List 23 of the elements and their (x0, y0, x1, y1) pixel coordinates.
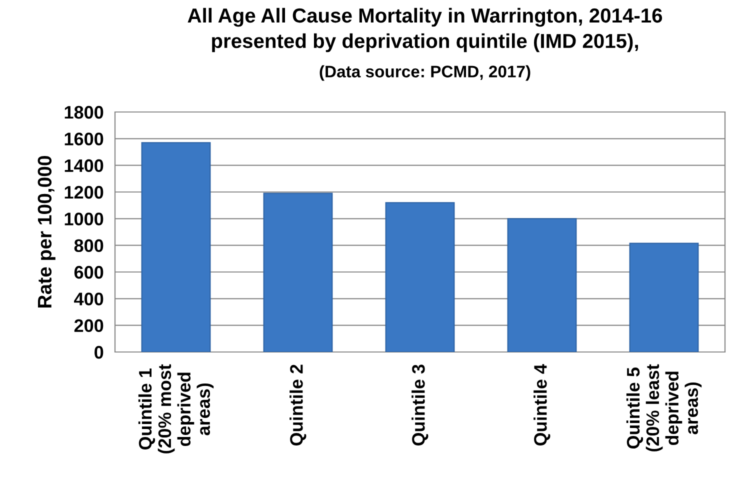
y-tick-label: 1600 (64, 132, 104, 146)
x-tick-label: Quintile 1 (20% most deprived areas) (138, 364, 214, 454)
chart-title: All Age All Cause Mortality in Warrington, 2014-16 presented by deprivation quintile (IMD 2015), (188, 8, 662, 52)
y-tick-label: 400 (74, 292, 104, 306)
y-tick-label: 200 (74, 319, 104, 332)
y-tick-label: 0 (94, 346, 104, 359)
y-tick-label: 1000 (64, 212, 104, 226)
y-axis-title: Rate per 100,000 (38, 156, 56, 308)
y-tick-label: 1200 (64, 186, 104, 199)
chart-subtitle: (Data source: PCMD, 2017) (320, 65, 530, 81)
bar (507, 218, 577, 352)
y-tick-label: 800 (74, 239, 104, 252)
x-tick-label: Quintile 5 (20% least deprived areas) (626, 364, 702, 452)
bar (141, 142, 211, 352)
x-tick-label: Quintile 4 (534, 364, 550, 446)
bar (385, 202, 455, 352)
bar (629, 242, 699, 352)
y-tick-label: 600 (74, 266, 104, 279)
y-tick-label: 1800 (64, 106, 104, 119)
x-tick-label: Quintile 2 (290, 364, 306, 446)
bar (263, 192, 333, 352)
y-tick-label: 1400 (64, 159, 104, 172)
x-tick-label: Quintile 3 (412, 364, 428, 446)
